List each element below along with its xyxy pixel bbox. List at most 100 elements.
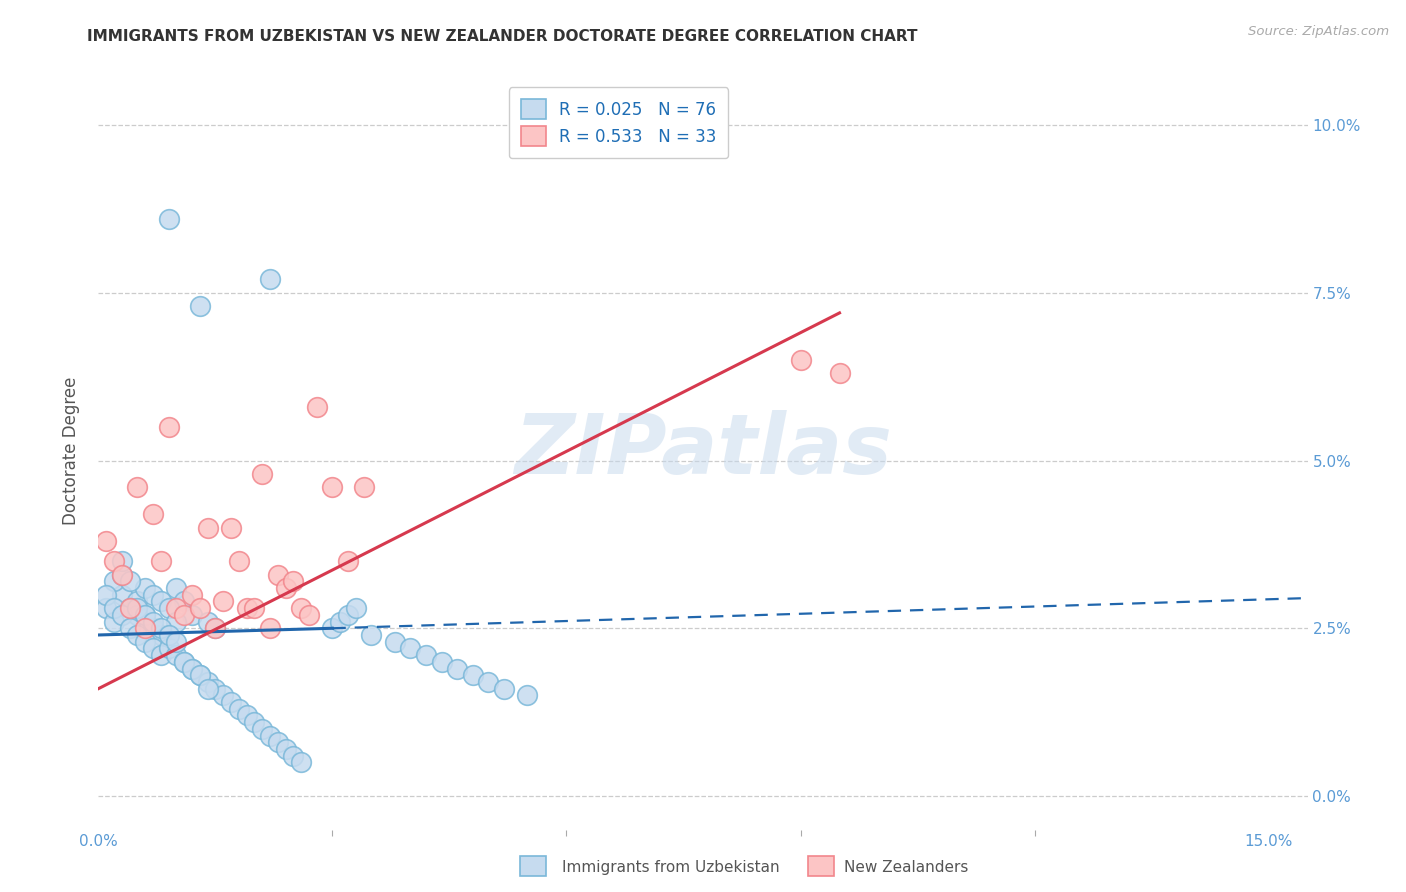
Point [134, 607, 156, 622]
Point [430, 655, 453, 669]
Point [165, 601, 187, 615]
Point [181, 661, 204, 675]
Point [96, 534, 118, 549]
Point [173, 594, 195, 608]
Point [173, 655, 195, 669]
Point [142, 507, 165, 521]
Point [252, 467, 274, 481]
Bar [520, 856, 546, 876]
Point [305, 400, 328, 414]
Point [188, 668, 211, 682]
Point [252, 722, 274, 736]
Point [103, 615, 125, 629]
Point [219, 695, 242, 709]
Point [134, 607, 156, 622]
Point [235, 601, 257, 615]
Point [204, 621, 226, 635]
Point [96, 588, 118, 602]
Legend: R = 0.025   N = 76, R = 0.533   N = 33: R = 0.025 N = 76, R = 0.533 N = 33 [509, 87, 728, 158]
Point [259, 272, 281, 286]
Text: New Zealanders: New Zealanders [844, 860, 967, 874]
Point [165, 615, 187, 629]
Point [259, 729, 281, 743]
Point [828, 366, 851, 380]
Text: ZIPatlas: ZIPatlas [515, 410, 891, 491]
Point [173, 655, 195, 669]
Point [337, 607, 360, 622]
Point [219, 521, 242, 535]
Point [188, 299, 211, 313]
Point [228, 702, 250, 716]
Point [149, 594, 172, 608]
Point [149, 628, 172, 642]
Point [188, 668, 211, 682]
Point [461, 668, 484, 682]
Point [204, 621, 226, 635]
Point [142, 588, 165, 602]
Point [399, 641, 422, 656]
Point [111, 567, 134, 582]
Point [197, 681, 219, 696]
Point [384, 634, 406, 648]
Text: Immigrants from Uzbekistan: Immigrants from Uzbekistan [562, 860, 780, 874]
Point [477, 675, 499, 690]
Point [329, 615, 352, 629]
Point [111, 588, 134, 602]
Point [149, 554, 172, 568]
Point [127, 628, 149, 642]
Point [134, 581, 156, 595]
Point [494, 681, 516, 696]
Point [96, 601, 118, 615]
Point [290, 601, 312, 615]
Point [157, 211, 180, 226]
Point [181, 607, 204, 622]
Point [446, 661, 468, 675]
Text: IMMIGRANTS FROM UZBEKISTAN VS NEW ZEALANDER DOCTORATE DEGREE CORRELATION CHART: IMMIGRANTS FROM UZBEKISTAN VS NEW ZEALAN… [87, 29, 918, 45]
Point [197, 521, 219, 535]
Point [181, 661, 204, 675]
Point [267, 567, 290, 582]
Point [118, 574, 141, 589]
Point [415, 648, 437, 662]
Point [516, 689, 538, 703]
Point [274, 742, 297, 756]
Point [111, 567, 134, 582]
Point [321, 621, 343, 635]
Point [344, 601, 367, 615]
Point [118, 601, 141, 615]
Point [118, 621, 141, 635]
Point [127, 594, 149, 608]
Point [157, 420, 180, 434]
Point [103, 574, 125, 589]
Point [197, 615, 219, 629]
Point [290, 756, 312, 770]
Point [789, 352, 811, 367]
Point [243, 715, 266, 730]
Point [204, 681, 226, 696]
Point [157, 641, 180, 656]
Point [165, 648, 187, 662]
Point [149, 648, 172, 662]
Point [353, 480, 375, 494]
Point [274, 581, 297, 595]
Point [157, 628, 180, 642]
Point [127, 601, 149, 615]
Point [165, 581, 187, 595]
Point [243, 601, 266, 615]
Point [321, 480, 343, 494]
Point [157, 601, 180, 615]
Point [149, 621, 172, 635]
Point [212, 689, 235, 703]
Point [173, 607, 195, 622]
Text: Source: ZipAtlas.com: Source: ZipAtlas.com [1249, 25, 1389, 38]
Point [228, 554, 250, 568]
Point [360, 628, 382, 642]
Point [127, 480, 149, 494]
Point [103, 601, 125, 615]
Point [134, 621, 156, 635]
Point [197, 675, 219, 690]
Point [127, 607, 149, 622]
Point [142, 621, 165, 635]
Point [118, 601, 141, 615]
Point [165, 634, 187, 648]
